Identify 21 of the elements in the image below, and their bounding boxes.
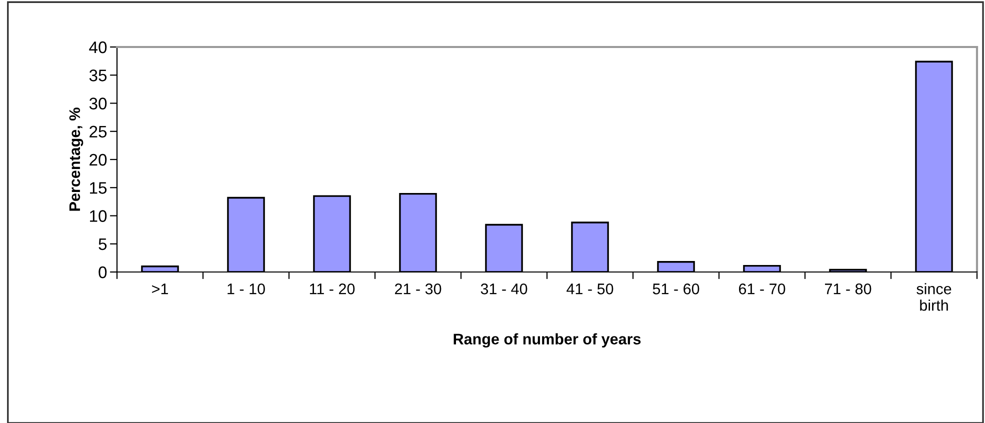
x-tick-label: 31 - 40 [480, 284, 528, 294]
y-axis-title: Percentage, % [69, 108, 84, 211]
y-tick-label: 35 [89, 70, 107, 82]
y-tick-label: 20 [90, 154, 107, 166]
x-tick-label: 11 - 20 [310, 284, 355, 294]
y-tick-label: 5 [98, 238, 107, 250]
y-tick-label: 30 [89, 98, 107, 110]
y-tick-label: 40 [89, 41, 107, 54]
y-tick-label: 25 [90, 126, 107, 138]
x-tick-label: 51 - 60 [652, 284, 700, 294]
x-tick-label: 1 - 10 [228, 284, 265, 294]
x-tick-label: >1 [152, 284, 168, 294]
y-tick-label: 10 [90, 210, 107, 222]
x-tick-label: 61 - 70 [738, 284, 786, 294]
x-tick-label: 21 - 30 [394, 284, 442, 294]
x-axis-title: Range of number of years [454, 333, 641, 348]
y-tick-label: 0 [98, 266, 107, 278]
x-tick-label: 41 - 50 [566, 284, 614, 294]
x-tick-label: 71 - 80 [825, 284, 872, 294]
x-tick-label: since birth [916, 283, 952, 311]
y-tick-label: 15 [90, 182, 107, 194]
